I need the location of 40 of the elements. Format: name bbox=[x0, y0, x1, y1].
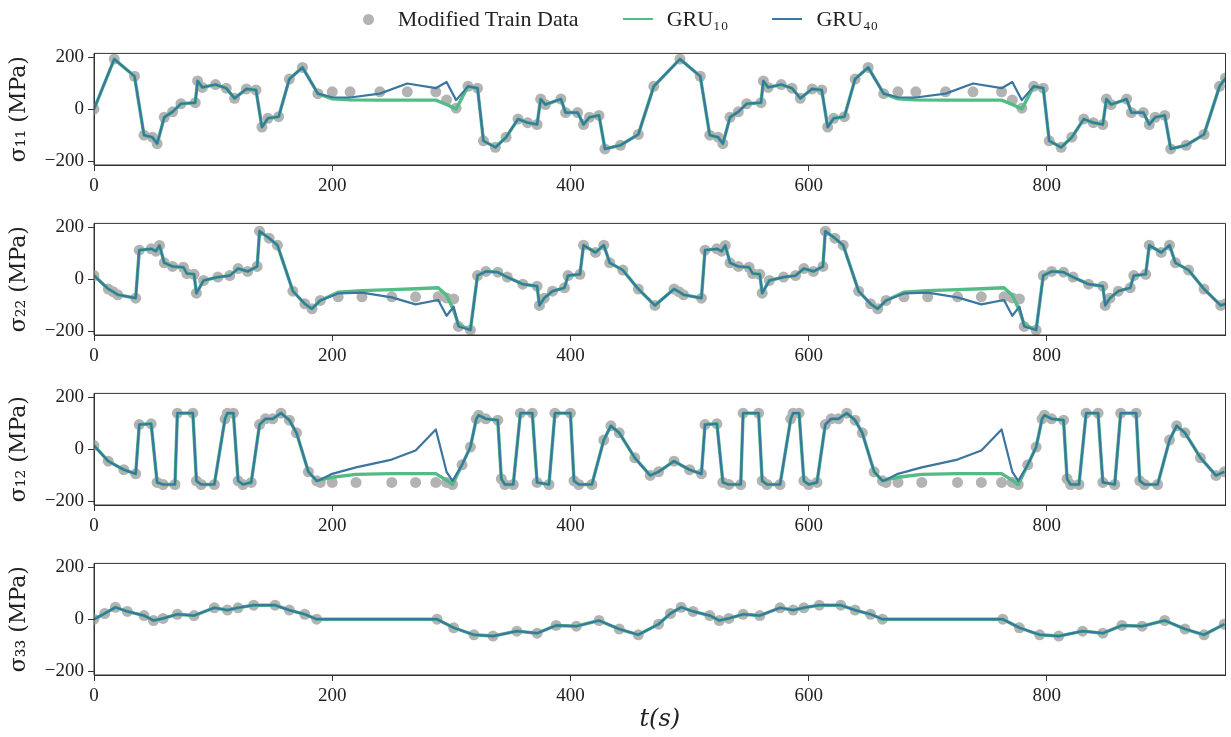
x-tick-label: 0 bbox=[89, 514, 99, 536]
x-tick-label: 200 bbox=[317, 684, 347, 706]
x-tick-label: 600 bbox=[794, 344, 823, 366]
y-tick-label: 200 bbox=[55, 215, 84, 237]
x-tick-label: 600 bbox=[794, 514, 823, 536]
x-tick-label: 0 bbox=[89, 174, 99, 196]
y-axis-title: σ₁₁ (MPa) bbox=[4, 56, 30, 163]
x-tick-label: 400 bbox=[556, 174, 585, 196]
x-tick-label: 800 bbox=[1032, 174, 1062, 196]
x-axis-title: t(s) bbox=[639, 703, 681, 732]
y-tick-label: 200 bbox=[55, 385, 84, 407]
legend-label: GRU₁₀ bbox=[666, 6, 729, 32]
y-axis-title: σ₂₂ (MPa) bbox=[4, 226, 30, 333]
x-tick-label: 600 bbox=[794, 174, 823, 196]
y-tick-label: −200 bbox=[44, 319, 84, 341]
y-tick-label: −200 bbox=[44, 489, 84, 511]
x-tick-label: 800 bbox=[1032, 684, 1062, 706]
x-tick-label: 200 bbox=[317, 344, 347, 366]
x-tick-label: 400 bbox=[556, 684, 585, 706]
x-tick-label: 400 bbox=[556, 514, 585, 536]
y-tick-label: 0 bbox=[74, 607, 84, 629]
y-tick-label: 0 bbox=[74, 97, 84, 119]
y-tick-label: 0 bbox=[74, 437, 84, 459]
y-tick-label: 200 bbox=[55, 45, 84, 67]
x-tick-label: 200 bbox=[317, 174, 347, 196]
x-tick-label: 200 bbox=[317, 514, 347, 536]
x-tick-label: 0 bbox=[89, 344, 99, 366]
y-axis-title: σ₃₃ (MPa) bbox=[4, 566, 30, 673]
x-tick-label: 800 bbox=[1032, 514, 1062, 536]
x-tick-label: 0 bbox=[89, 684, 99, 706]
y-tick-label: 200 bbox=[55, 555, 84, 577]
y-axis-title: σ₁₂ (MPa) bbox=[4, 396, 30, 503]
y-tick-label: −200 bbox=[44, 149, 84, 171]
legend-label: Modified Train Data bbox=[397, 6, 579, 32]
x-tick-label: 400 bbox=[556, 344, 585, 366]
y-tick-label: −200 bbox=[44, 659, 84, 681]
x-tick-label: 600 bbox=[794, 684, 823, 706]
x-tick-label: 800 bbox=[1032, 344, 1062, 366]
y-tick-label: 0 bbox=[74, 267, 84, 289]
legend-label: GRU₄₀ bbox=[816, 6, 879, 32]
